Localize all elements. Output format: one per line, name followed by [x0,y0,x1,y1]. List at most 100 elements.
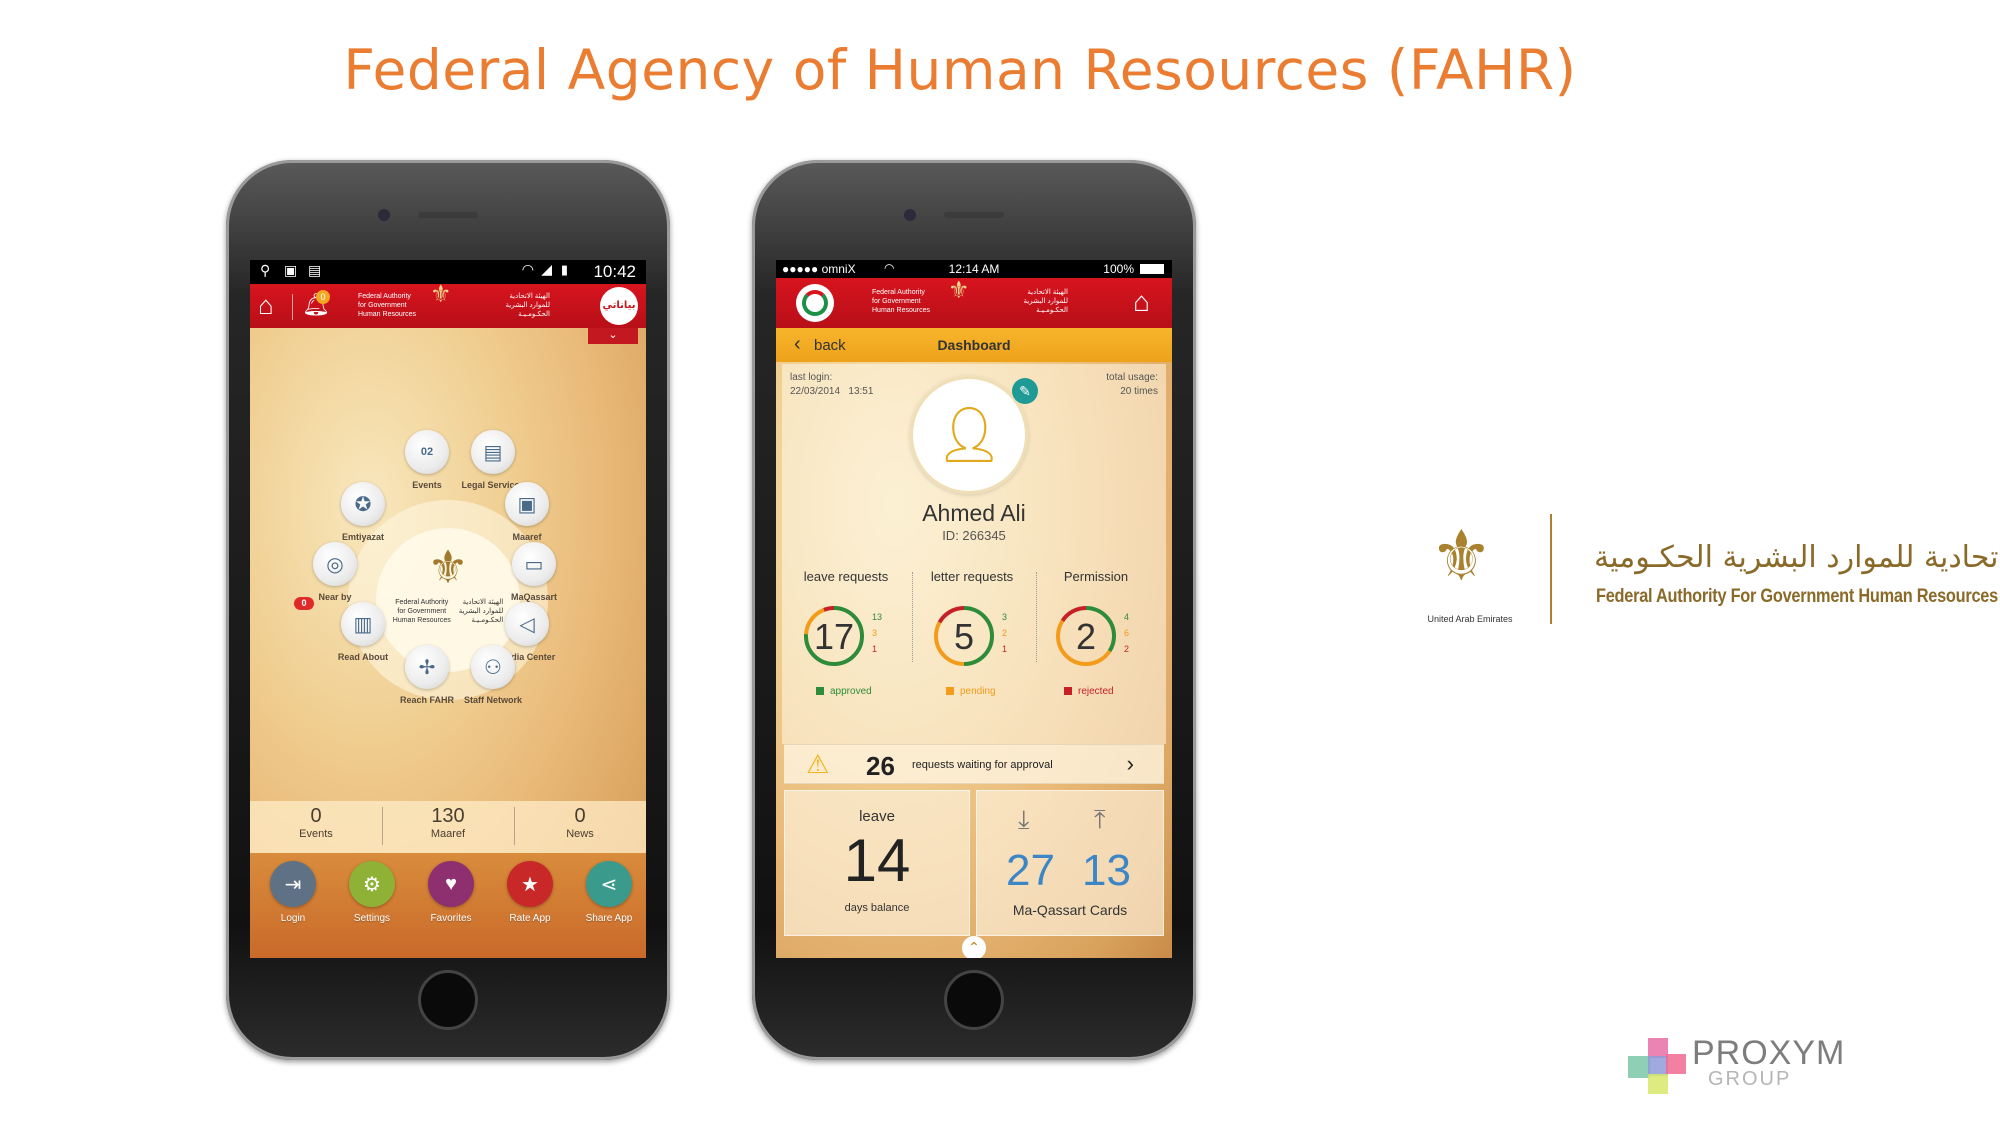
menu-item-near-by[interactable]: ◎ Near by [297,542,373,602]
stat-events[interactable]: 0 Events [250,801,382,849]
home-button[interactable] [944,970,1004,1030]
agency-name-ar-line: الحكـومـيـة [1036,307,1068,314]
app-logo-icon[interactable] [796,284,834,322]
logo-square [1648,1074,1668,1094]
menu-item-label: Emtiyazat [341,532,385,542]
usage-value: 20 times [1120,386,1158,397]
app-header: ⌂ 🔔︎ 0 Federal Authority for Government … [250,283,646,328]
calendar-icon: 02 [405,430,449,474]
edit-profile-button[interactable]: ✎ [1012,378,1038,404]
agency-name-en-line: Human Resources [392,617,451,624]
menu-item-legal-services[interactable]: ▤ Legal Services [455,430,531,490]
user-id: ID: 266345 [942,528,1006,543]
home-icon[interactable]: ⌂ [1133,286,1150,317]
back-chevron-icon[interactable]: ‹ [794,333,801,355]
chevron-up-icon: ⌃ [968,939,980,955]
heart-icon: ♥ [428,861,474,907]
app-header: Federal Authority for Government Human R… [776,278,1172,328]
location-pin-icon: ◎ [313,542,357,586]
menu-item-label: Maaref [512,532,542,542]
rejected-count: 2 [1124,644,1130,654]
maqassart-card[interactable]: ⤓ ⤒ 27 13 Ma-Qassart Cards [976,790,1164,936]
scroll-up-button[interactable]: ⌃ [962,936,986,958]
home-icon[interactable]: ⌂ [258,290,274,320]
status-bar: ⚲ ▣ ▤ ◠ ◢ ▮ 10:42 [250,260,646,284]
action-label: Login [280,913,306,924]
briefcase-icon: ▣ [505,482,549,526]
wifi-icon: ◠ [521,261,534,277]
menu-item-read-about[interactable]: ▥ Read About [325,602,401,662]
chevron-down-icon: ⌄ [608,329,618,341]
menu-item-staff-network[interactable]: ⚇ Staff Network [455,645,531,705]
share-app-button[interactable]: ⋖ Share App [574,861,644,924]
menu-item-label: Reach FAHR [399,695,454,705]
waiting-approval-row[interactable]: ⚠ 26 requests waiting for approval › [784,744,1164,784]
proxym-brand: PROXYM GROUP [1628,1032,1888,1102]
menu-item-maaref[interactable]: ▣ Maaref [489,482,565,542]
request-gauge[interactable]: 5 3 2 1 [932,586,1032,686]
legend-label: approved [830,686,872,697]
logo-name-ar: الهيئة الاتحادية للموارد البشرية الحكـوم… [1594,540,2000,575]
agency-name-ar-line: الهيئة الاتحادية [509,293,550,300]
center-agency-ar: الهيئة الاتحادية للموارد البشرية الحكـوم… [459,598,504,625]
expand-tab[interactable]: ⌄ [588,328,638,344]
stat-label: Events [299,828,333,840]
phone-ios: ●●●●● omniX ◠ 12:14 AM 100% Federal Auth… [752,160,1196,1060]
login-button[interactable]: ⇥ Login [258,861,328,924]
notification-badge: 0 [316,290,330,304]
avatar[interactable]: 👤︎ [910,376,1028,494]
request-gauge[interactable]: 2 4 6 2 [1054,586,1154,686]
action-label: Rate App [509,913,551,924]
menu-item-media-center[interactable]: ◁ Media Center [489,602,565,662]
rate-app-button[interactable]: ★ Rate App [495,861,565,924]
request-gauge[interactable]: 17 13 3 1 [802,586,902,686]
star-icon: ★ [507,861,553,907]
android-screen: ⚲ ▣ ▤ ◠ ◢ ▮ 10:42 ⌂ 🔔︎ 0 Federal Authori… [250,260,646,958]
share-icon: ⋖ [586,861,632,907]
legend-label: pending [960,686,996,697]
header-divider [292,294,293,320]
warning-icon: ⚠ [806,749,830,779]
pending-count: 6 [1124,628,1130,638]
agency-name-en-line: for Government [397,608,447,615]
action-label: Share App [585,913,633,924]
agency-logo-header: Federal Authority for Government Human R… [872,279,1068,320]
wifi-icon: ◠ [884,261,895,275]
proxym-sub: GROUP [1708,1068,1792,1090]
menu-item-emtiyazat[interactable]: ✪ Emtiyazat [325,482,401,542]
stat-news[interactable]: 0 News [514,801,646,849]
menu-item-events[interactable]: 02 Events [389,430,465,490]
bayanati-button[interactable]: بياناتي [600,287,638,325]
leave-card[interactable]: leave 14 days balance [784,790,970,936]
home-button[interactable] [418,970,478,1030]
privileges-badge-icon: ✪ [341,482,385,526]
agency-name-ar-line: الحكـومـيـة [518,311,550,318]
legend-pending: pending [946,686,996,697]
notification-list-icon: ▤ [308,262,322,278]
last-login-value: 22/03/2014 13:51 [790,386,874,397]
menu-item-label: Near by [318,592,352,602]
leave-caption: days balance [844,902,910,914]
menu-item-maqassart[interactable]: ▭ MaQassart [496,542,572,602]
agency-name-en-line: Federal Authority [395,599,449,606]
stat-maaref[interactable]: 130 Maaref [382,801,514,849]
stat-label: Maaref [430,828,466,840]
menu-item-label: Legal Services [461,480,525,490]
stats-divider [382,807,383,845]
center-agency-text: Federal Authority for Government Human R… [376,598,520,625]
legend-swatch [946,687,954,696]
usage-label: total usage: [1106,372,1158,383]
agency-name-en-line: for Government [358,302,407,309]
app-logo-mark [802,290,828,316]
action-label: Settings [353,913,391,924]
rejected-arc [804,606,864,666]
logo-name-en: Federal Authority For Government Human R… [1596,586,1998,607]
back-button[interactable]: back [814,337,846,354]
menu-item-reach-fahr[interactable]: ✢ Reach FAHR [389,645,465,705]
people-icon: ⚇ [471,645,515,689]
settings-button[interactable]: ⚙ Settings [337,861,407,924]
rejected-count: 1 [872,644,878,654]
phone-android: ⚲ ▣ ▤ ◠ ◢ ▮ 10:42 ⌂ 🔔︎ 0 Federal Authori… [226,160,670,1060]
favorites-button[interactable]: ♥ Favorites [416,861,486,924]
legend-rejected: rejected [1064,686,1114,697]
